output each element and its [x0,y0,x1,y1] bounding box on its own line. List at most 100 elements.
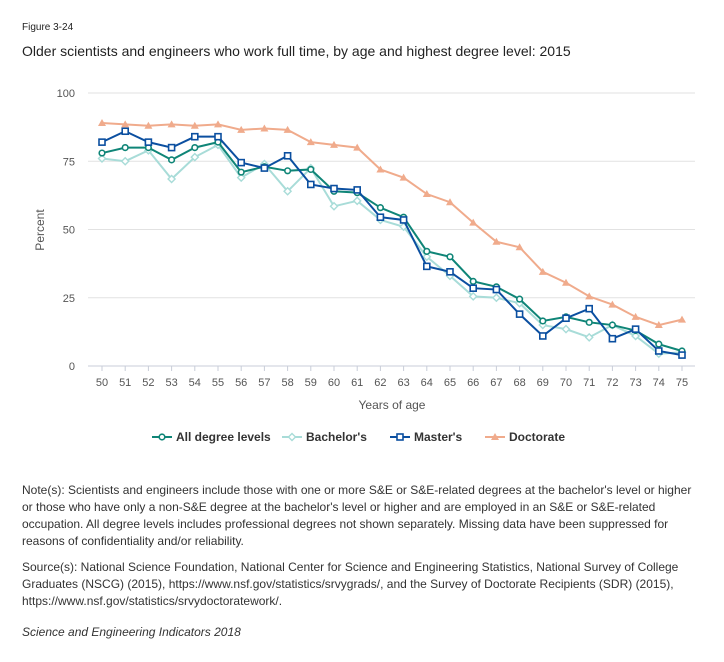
x-tick-label: 56 [235,377,247,389]
x-tick-label: 68 [513,377,525,389]
x-tick-label: 53 [165,377,177,389]
data-point [120,156,130,166]
data-point [678,351,686,359]
x-axis-label: Years of age [359,398,426,412]
data-point [491,293,501,303]
x-tick-label: 72 [606,377,618,389]
x-tick-label: 66 [467,377,479,389]
y-tick-label: 50 [63,225,75,237]
data-point [98,138,106,146]
data-point [97,154,107,164]
x-tick-label: 61 [351,377,363,389]
data-point [306,138,315,146]
data-point [446,268,454,276]
data-point [584,332,594,342]
data-point [376,165,385,173]
data-point [423,247,431,255]
data-point [121,144,129,152]
data-point [492,285,501,294]
x-tick-label: 70 [560,377,572,389]
data-point [307,165,315,174]
data-point [538,332,547,340]
data-point [539,317,547,325]
data-point [654,347,663,355]
data-point [284,167,292,175]
legend-label: Doctorate [509,430,565,444]
data-point [631,325,640,333]
data-point [237,168,245,176]
data-point [353,143,362,151]
data-point [190,121,199,129]
data-point [468,291,478,301]
data-point [144,138,153,146]
x-tick-label: 62 [374,377,386,389]
data-point [608,321,617,329]
data-point [655,340,663,348]
data-point [260,164,269,172]
data-point [515,310,524,318]
data-point [168,156,176,164]
x-tick-label: 74 [653,377,665,389]
x-tick-label: 59 [305,377,317,389]
x-tick-label: 64 [421,377,433,389]
data-point [191,132,199,141]
legend-marker [491,433,499,440]
data-point [167,143,176,152]
data-point [469,284,478,292]
legend-marker [396,433,404,441]
legend-label: Master's [414,430,463,444]
x-tick-label: 51 [119,377,131,389]
data-point [167,120,176,128]
data-point [422,262,431,271]
x-tick-label: 50 [96,377,108,389]
series-line [101,122,683,327]
y-tick-label: 100 [57,88,75,100]
data-point [214,132,222,141]
data-point [376,213,385,222]
x-tick-label: 69 [537,377,549,389]
x-tick-label: 54 [189,377,201,389]
y-axis-label: Percent [33,209,47,251]
data-point [422,252,432,262]
figure-label: Figure 3-24 [22,22,74,33]
data-point [283,151,292,160]
x-tick-label: 75 [676,377,688,389]
sources: Source(s): National Science Foundation, … [22,560,679,608]
data-point [515,295,524,303]
data-point [631,312,640,320]
data-point [631,331,641,341]
series-line [101,141,683,352]
series-line [101,143,683,355]
notes: Note(s): Scientists and engineers includ… [22,483,692,548]
data-point [608,300,617,308]
data-point [144,121,153,129]
x-tick-label: 65 [444,377,456,389]
legend-label: Bachelor's [306,430,367,444]
data-point [585,318,593,326]
line-chart: 0 25 50 75 100 50 51 52 53 54 55 56 57 58 59 60 61 62 63 64… [33,88,695,444]
data-point [654,321,663,329]
data-point [446,253,454,261]
x-tick-label: 73 [629,377,641,389]
data-point [561,324,571,334]
data-point [608,334,617,343]
x-tick-label: 58 [281,377,293,389]
data-point [376,204,385,212]
data-point [237,125,246,133]
legend-marker [287,432,297,442]
x-tick-label: 52 [142,377,154,389]
data-point [190,152,200,162]
data-point [353,186,362,194]
data-point [399,216,408,224]
data-point [469,218,478,226]
data-point [515,243,524,251]
legend-marker [158,433,166,441]
data-point [330,140,338,148]
citation: Science and Engineering Indicators 2018 [22,625,241,639]
data-point [538,267,547,275]
data-point [562,314,570,323]
data-point [678,315,686,323]
y-tick-label: 25 [63,293,75,305]
data-point [98,149,106,157]
